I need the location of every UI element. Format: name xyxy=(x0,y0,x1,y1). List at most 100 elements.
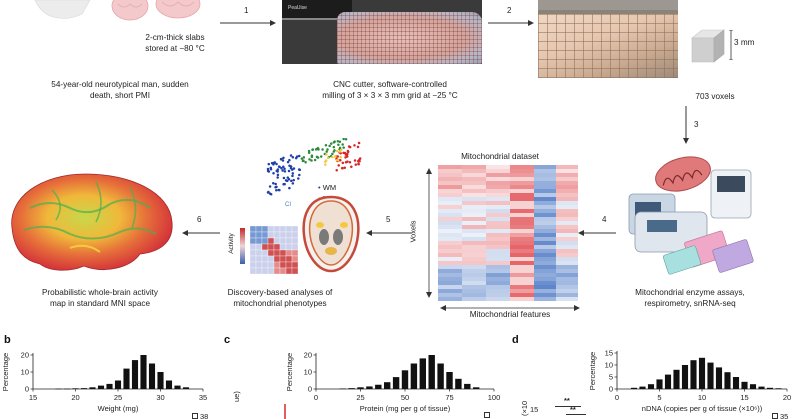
activity-cell xyxy=(285,249,293,257)
heatmap-cell xyxy=(556,253,578,257)
heatmap-cell xyxy=(556,213,578,217)
scatter-point xyxy=(286,160,290,164)
heatmap-cell xyxy=(510,273,534,277)
heatmap-cell xyxy=(438,297,462,301)
ci-label: CI xyxy=(285,202,291,208)
y-axis-label: Percentage xyxy=(1,353,10,391)
histogram-bar xyxy=(97,385,105,389)
cnc-brand-label: PeaUise xyxy=(288,5,307,11)
heatmap-cell xyxy=(534,261,556,265)
scatter-point xyxy=(308,158,311,161)
d-corner-num: 35 xyxy=(772,412,788,419)
activity-cell xyxy=(273,255,281,263)
activity-cell xyxy=(279,255,287,263)
activity-cell xyxy=(255,225,263,233)
scatter-point xyxy=(292,167,296,170)
arrow-right-icon xyxy=(488,20,534,26)
heatmap-cell xyxy=(462,221,486,225)
activity-cell xyxy=(291,243,299,251)
scatter-point xyxy=(343,166,347,170)
activity-cell xyxy=(261,231,269,239)
activity-cell xyxy=(267,255,275,263)
heatmap-cell xyxy=(486,249,510,253)
scatter-point xyxy=(357,162,360,165)
voxel-cube-icon xyxy=(691,29,725,63)
histogram-bar xyxy=(724,372,731,389)
scatter-point xyxy=(307,151,311,155)
heatmap-cell xyxy=(438,197,462,201)
histogram-bar xyxy=(140,355,147,389)
heatmap-cell xyxy=(438,217,462,221)
heatmap-cell xyxy=(462,293,486,297)
heatmap-cell xyxy=(534,193,556,197)
histogram-bar xyxy=(157,372,164,389)
heatmap-cell xyxy=(438,233,462,237)
histogram-bar xyxy=(749,384,757,389)
activity-cell xyxy=(267,225,275,233)
histogram-bar xyxy=(80,388,88,389)
activity-cell xyxy=(249,255,257,263)
scatter-point xyxy=(344,156,347,159)
histogram-bar xyxy=(89,387,96,389)
scatter-point xyxy=(321,148,324,151)
scatter-point xyxy=(324,163,327,166)
heatmap-cell xyxy=(462,273,486,277)
cnc-cutter-photo: PeaUise xyxy=(282,0,482,64)
heatmap-cell xyxy=(438,277,462,281)
features-axis-arrow xyxy=(440,305,580,311)
histogram-bar xyxy=(182,387,190,389)
cnc-caption: CNC cutter, software-controlled milling … xyxy=(322,80,458,100)
heatmap-cell xyxy=(534,241,556,245)
heatmap-cell xyxy=(486,297,510,301)
histogram-bar xyxy=(472,387,480,389)
scatter-point xyxy=(283,182,286,186)
heatmap-cell xyxy=(462,189,486,193)
step-label-3: 3 xyxy=(694,120,699,129)
scatter-point xyxy=(335,159,339,162)
d-sig1-bar xyxy=(555,406,581,407)
heatmap-cell xyxy=(486,169,510,173)
scatter-point xyxy=(344,160,348,164)
histogram-bar xyxy=(375,384,382,389)
heatmap-cell xyxy=(486,289,510,293)
heatmap-cell xyxy=(556,261,578,265)
scatter-point xyxy=(290,179,293,183)
heatmap-cell xyxy=(438,249,462,253)
histogram-bar xyxy=(639,386,646,389)
arrow-right-icon xyxy=(220,20,276,26)
scatter-point xyxy=(316,146,320,150)
histogram-bar xyxy=(707,362,714,389)
activity-colorbar xyxy=(240,228,245,264)
d-corner-box-icon xyxy=(772,413,778,419)
heatmap-cell xyxy=(486,269,510,273)
scatter-point xyxy=(314,148,318,151)
heatmap-cell xyxy=(438,205,462,209)
heatmap-cell xyxy=(438,221,462,225)
heatmap-cell xyxy=(438,189,462,193)
heatmap-cell xyxy=(534,269,556,273)
heatmap-cell xyxy=(534,225,556,229)
milled-slab-grid xyxy=(337,12,482,64)
histogram-c: Percentage 0 10 20 0 25 50 75 100 Protein (mg per… xyxy=(285,351,500,413)
activity-cell xyxy=(261,237,269,245)
activity-cell xyxy=(261,267,269,275)
scatter-point xyxy=(274,186,277,189)
heatmap-cell xyxy=(556,249,578,253)
heatmap-cell xyxy=(534,233,556,237)
heatmap-cell xyxy=(486,185,510,189)
heatmap-cell xyxy=(438,289,462,293)
scatter-point xyxy=(291,182,295,185)
heatmap-cell xyxy=(486,285,510,289)
heatmap-cell xyxy=(438,177,462,181)
activity-cell xyxy=(285,231,293,239)
scatter-point xyxy=(267,162,271,166)
x-tick-label: 30 xyxy=(156,393,164,402)
heatmap-cell xyxy=(510,285,534,289)
scatter-point xyxy=(320,155,323,158)
x-tick-label: 20 xyxy=(783,393,791,402)
dataset-title: Mitochondrial dataset xyxy=(461,152,539,161)
heatmap-cell xyxy=(462,285,486,289)
heatmap-cell xyxy=(462,281,486,285)
activity-cell xyxy=(249,249,257,257)
activity-cell xyxy=(291,237,299,245)
